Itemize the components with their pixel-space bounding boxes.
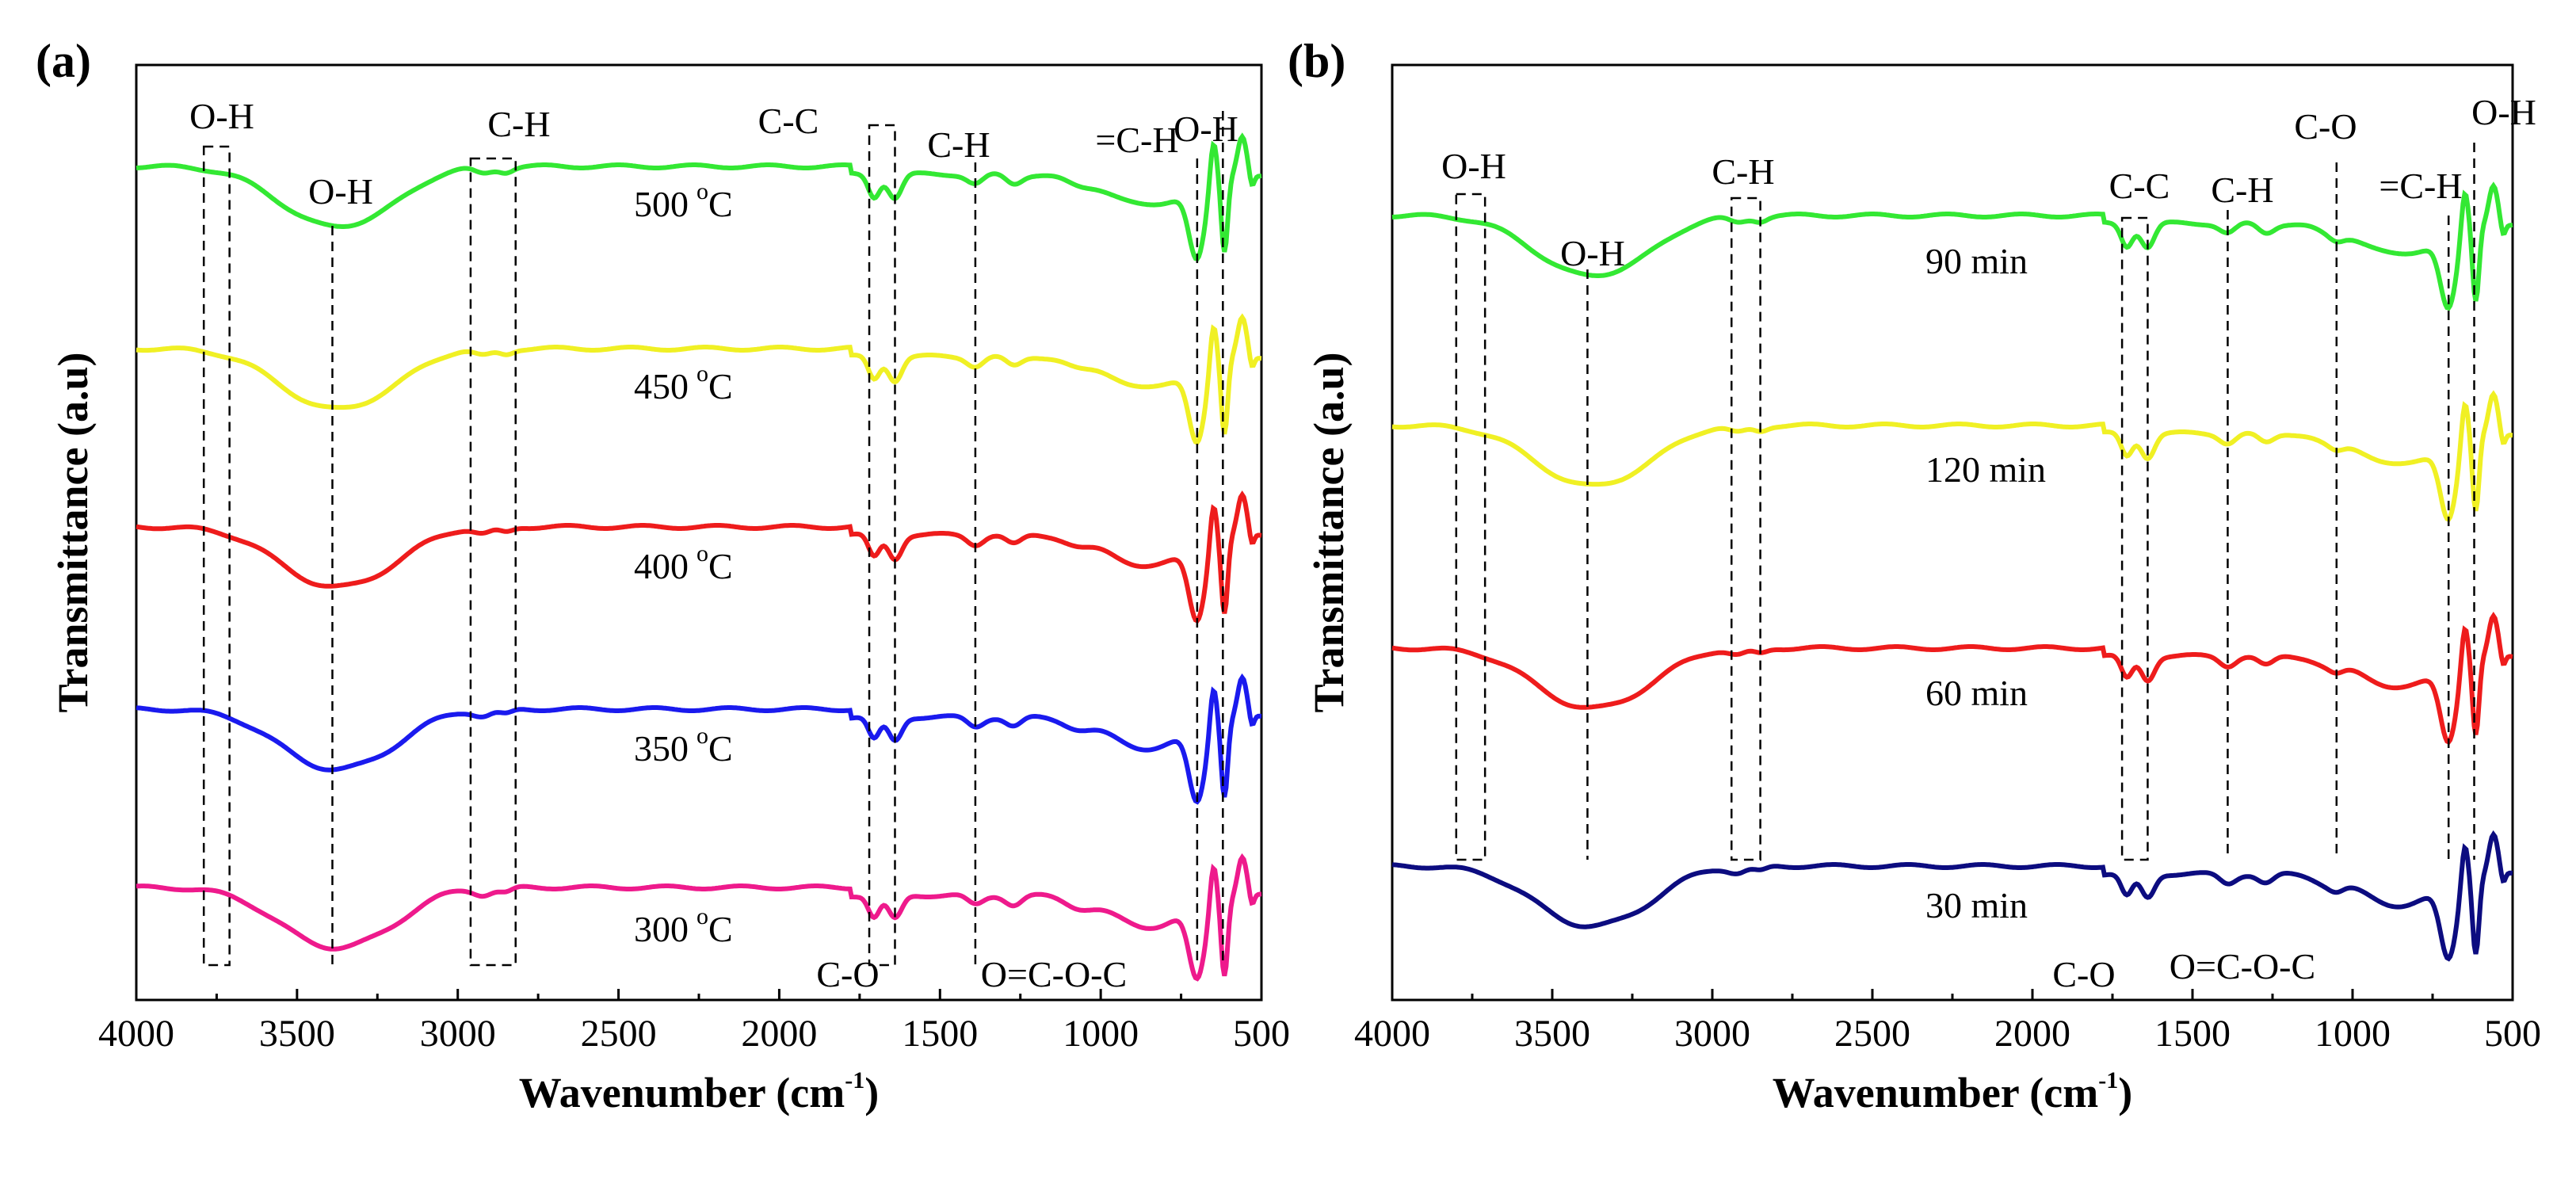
x-tick-label: 500 [1233, 1013, 1290, 1055]
peak-label: C-H [487, 104, 550, 144]
peak-guide [2120, 216, 2149, 861]
x-tick-label: 3000 [1674, 1013, 1750, 1055]
x-tick-label: 1000 [1063, 1013, 1139, 1055]
series-label: 350 oC [634, 723, 733, 769]
x-tick-label: 2000 [1994, 1013, 2070, 1055]
series-label: 120 min [1925, 449, 2046, 490]
series-line [1391, 830, 2513, 962]
x-tick-label: 1000 [2315, 1013, 2391, 1055]
peak-label: O=C-O-C [981, 954, 1127, 994]
peak-label: C-O [816, 954, 879, 994]
peak-label: O-H [308, 171, 373, 212]
peak-label: =C-H [1095, 120, 1178, 160]
peak-label: C-C [758, 101, 819, 141]
peak-label: C-C [2109, 166, 2170, 206]
peak-label: =C-H [2379, 166, 2462, 206]
peak-guide [1455, 193, 1486, 861]
panel-b: 4000 3500 3000 2500 2000 1500 1000 500 Wavenumbe… [1288, 35, 2541, 1116]
peak-label: C-H [2211, 170, 2273, 210]
plot-frame [1391, 63, 2514, 1002]
peak-label: O-H [189, 96, 254, 136]
series-line [1391, 181, 2513, 311]
peak-label: O-H [2471, 92, 2536, 132]
x-tick-label: 1500 [2154, 1013, 2231, 1055]
x-tick-label: 3500 [259, 1013, 335, 1055]
peak-guide [1730, 197, 1761, 861]
series-label: 300 oC [634, 903, 733, 949]
x-tick-label: 4000 [1354, 1013, 1430, 1055]
x-tick-label: 1500 [902, 1013, 978, 1055]
panel-label: (b) [1288, 35, 1345, 87]
peak-label: C-H [927, 124, 990, 165]
series-line [135, 673, 1262, 805]
peak-label: O-H [1441, 146, 1506, 186]
peak-label: C-O [2052, 954, 2115, 994]
series-label: 450 oC [634, 361, 733, 406]
x-tick-label: 4000 [98, 1013, 174, 1055]
series-line [135, 132, 1262, 262]
series-line [135, 313, 1262, 446]
peak-guide [868, 124, 896, 967]
series-line [135, 853, 1262, 982]
x-axis-title: Wavenumber (cm-1) [1773, 1067, 2132, 1116]
series-label: 60 min [1925, 673, 2028, 713]
panel-a: 4000 3500 3000 2500 2000 1500 1000 500 Wavenumbe… [36, 35, 1290, 1116]
x-tick-label: 3500 [1514, 1013, 1590, 1055]
series-label: 500 oC [634, 178, 733, 224]
plot-frame [135, 63, 1263, 1002]
x-tick-label: 2500 [581, 1013, 657, 1055]
series-line [135, 490, 1262, 624]
series-label: 90 min [1925, 241, 2028, 281]
peak-guide [202, 145, 231, 967]
panel-label: (a) [36, 35, 91, 87]
x-tick-label: 3000 [420, 1013, 496, 1055]
x-tick-label: 500 [2484, 1013, 2541, 1055]
series-line [1391, 612, 2513, 746]
x-axis-title: Wavenumber (cm-1) [519, 1067, 879, 1116]
peak-label: O=C-O-C [2170, 946, 2315, 986]
peak-label: O-H [1174, 109, 1238, 149]
peak-guide [469, 157, 517, 967]
x-tick-label: 2500 [1834, 1013, 1910, 1055]
peak-label: O-H [1560, 233, 1625, 273]
peak-label: C-H [1712, 151, 1774, 192]
series-label: 400 oC [634, 540, 733, 586]
y-axis-title: Transmittance (a.u) [1305, 353, 1353, 713]
series-line [1391, 390, 2513, 523]
series-label: 30 min [1925, 885, 2028, 925]
peak-label: C-O [2294, 106, 2357, 147]
y-axis-title: Transmittance (a.u) [49, 353, 97, 713]
x-tick-label: 2000 [741, 1013, 817, 1055]
